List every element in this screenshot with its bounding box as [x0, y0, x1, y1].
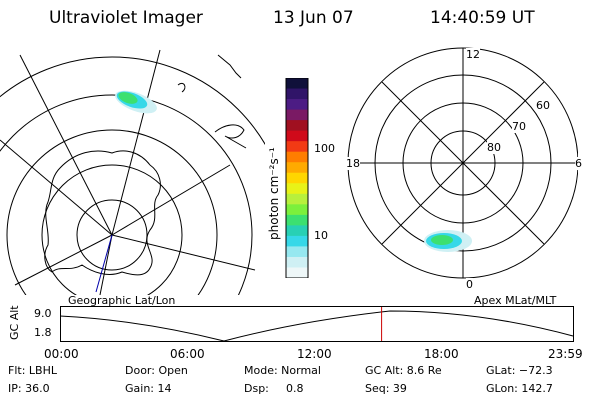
colorbar-segment: [286, 78, 308, 90]
timeline-xtick-3: 18:00: [424, 347, 459, 361]
lat-circle: [0, 56, 265, 146]
colorbar-unit-label: photon cm⁻²s⁻¹: [267, 147, 281, 240]
colorbar-segment: [286, 162, 308, 174]
lat-circle: [0, 94, 253, 295]
glon-info: GLon: 142.7: [486, 382, 553, 395]
door-info: Door: Open: [125, 364, 188, 377]
colorbar-segment: [286, 235, 308, 247]
timeline-axis-label: GC Alt: [8, 305, 21, 340]
colorbar-segment: [286, 172, 308, 184]
colorbar-segment: [286, 109, 308, 121]
altitude-curve: [60, 310, 574, 342]
peninsula-coastline: [214, 124, 247, 149]
seq-info: Seq: 39: [365, 382, 407, 395]
time-label: 14:40:59 UT: [430, 8, 535, 28]
mode-info: Mode: Normal: [244, 364, 321, 377]
timeline-xtick-0: 00:00: [44, 347, 79, 361]
colorbar-segment: [286, 183, 308, 195]
filter-info: Flt: LBHL: [8, 364, 57, 377]
mlat-label-80: 80: [487, 141, 501, 154]
geographic-map: [0, 49, 265, 295]
timeline-frame: [60, 306, 574, 342]
ip-info: IP: 36.0: [8, 382, 50, 395]
lon-line: [19, 54, 113, 236]
lat-circle: [41, 164, 183, 295]
timeline-xtick-4: 23:59: [548, 347, 583, 361]
colorbar-segment: [286, 130, 308, 142]
apex-caption: Apex MLat/MLT: [474, 294, 557, 307]
app-title: Ultraviolet Imager: [49, 8, 203, 28]
colorbar-segment: [286, 120, 308, 132]
colorbar-segment: [286, 141, 308, 153]
timeline-xtick-2: 12:00: [297, 347, 332, 361]
lat-circle: [6, 129, 218, 295]
mlt-line-diag: [381, 81, 545, 245]
colorbar-segment: [286, 214, 308, 226]
timeline-ytick-bottom: 1.8: [34, 326, 52, 339]
polar-mlt-map: [347, 47, 578, 279]
spacecraft-track: [95, 234, 113, 293]
colorbar-segment: [286, 246, 308, 258]
colorbar: [285, 78, 309, 278]
colorbar-frame: [285, 78, 309, 278]
colorbar-tick-100: 100: [314, 142, 335, 155]
timeline-xtick-1: 06:00: [170, 347, 205, 361]
colorbar-segment: [286, 88, 308, 100]
lon-line: [99, 234, 113, 295]
date-label: 13 Jun 07: [273, 8, 354, 28]
colorbar-segment: [286, 267, 308, 278]
lat-circle: [76, 199, 148, 271]
gain-info: Gain: 14: [125, 382, 172, 395]
altitude-timeline[interactable]: [60, 306, 574, 342]
dsp-label: Dsp:: [244, 382, 269, 395]
colorbar-segment: [286, 256, 308, 268]
lon-line: [111, 234, 256, 271]
colorbar-segment: [286, 151, 308, 163]
mlat-label-70: 70: [512, 120, 526, 133]
aurora-emission: [115, 90, 157, 114]
colorbar-segment: [286, 193, 308, 205]
gc-alt-info: GC Alt: 8.6 Re: [365, 364, 442, 377]
glat-info: GLat: −72.3: [486, 364, 553, 377]
colorbar-segment: [286, 99, 308, 111]
colorbar-tick-10: 10: [314, 229, 328, 242]
antarctica-coastline: [44, 150, 161, 276]
colorbar-segment: [286, 225, 308, 237]
lon-line: [111, 49, 161, 236]
timeline-ytick-top: 9.0: [34, 307, 52, 320]
mlat-label-60: 60: [536, 99, 550, 112]
mlt-label-6: 6: [575, 157, 582, 170]
geographic-caption: Geographic Lat/Lon: [68, 294, 176, 307]
dsp-value: 0.8: [286, 382, 304, 395]
lon-line: [14, 234, 113, 286]
colorbar-segment: [286, 204, 308, 216]
mlt-label-0: 0: [466, 278, 473, 291]
south-america-coastline: [217, 54, 242, 79]
aurora-emission: [424, 230, 472, 252]
lon-line: [111, 164, 231, 236]
lon-line: [0, 139, 113, 236]
mlt-label-12: 12: [466, 48, 480, 61]
island-coastline: [177, 82, 186, 93]
mlt-label-18: 18: [346, 157, 360, 170]
